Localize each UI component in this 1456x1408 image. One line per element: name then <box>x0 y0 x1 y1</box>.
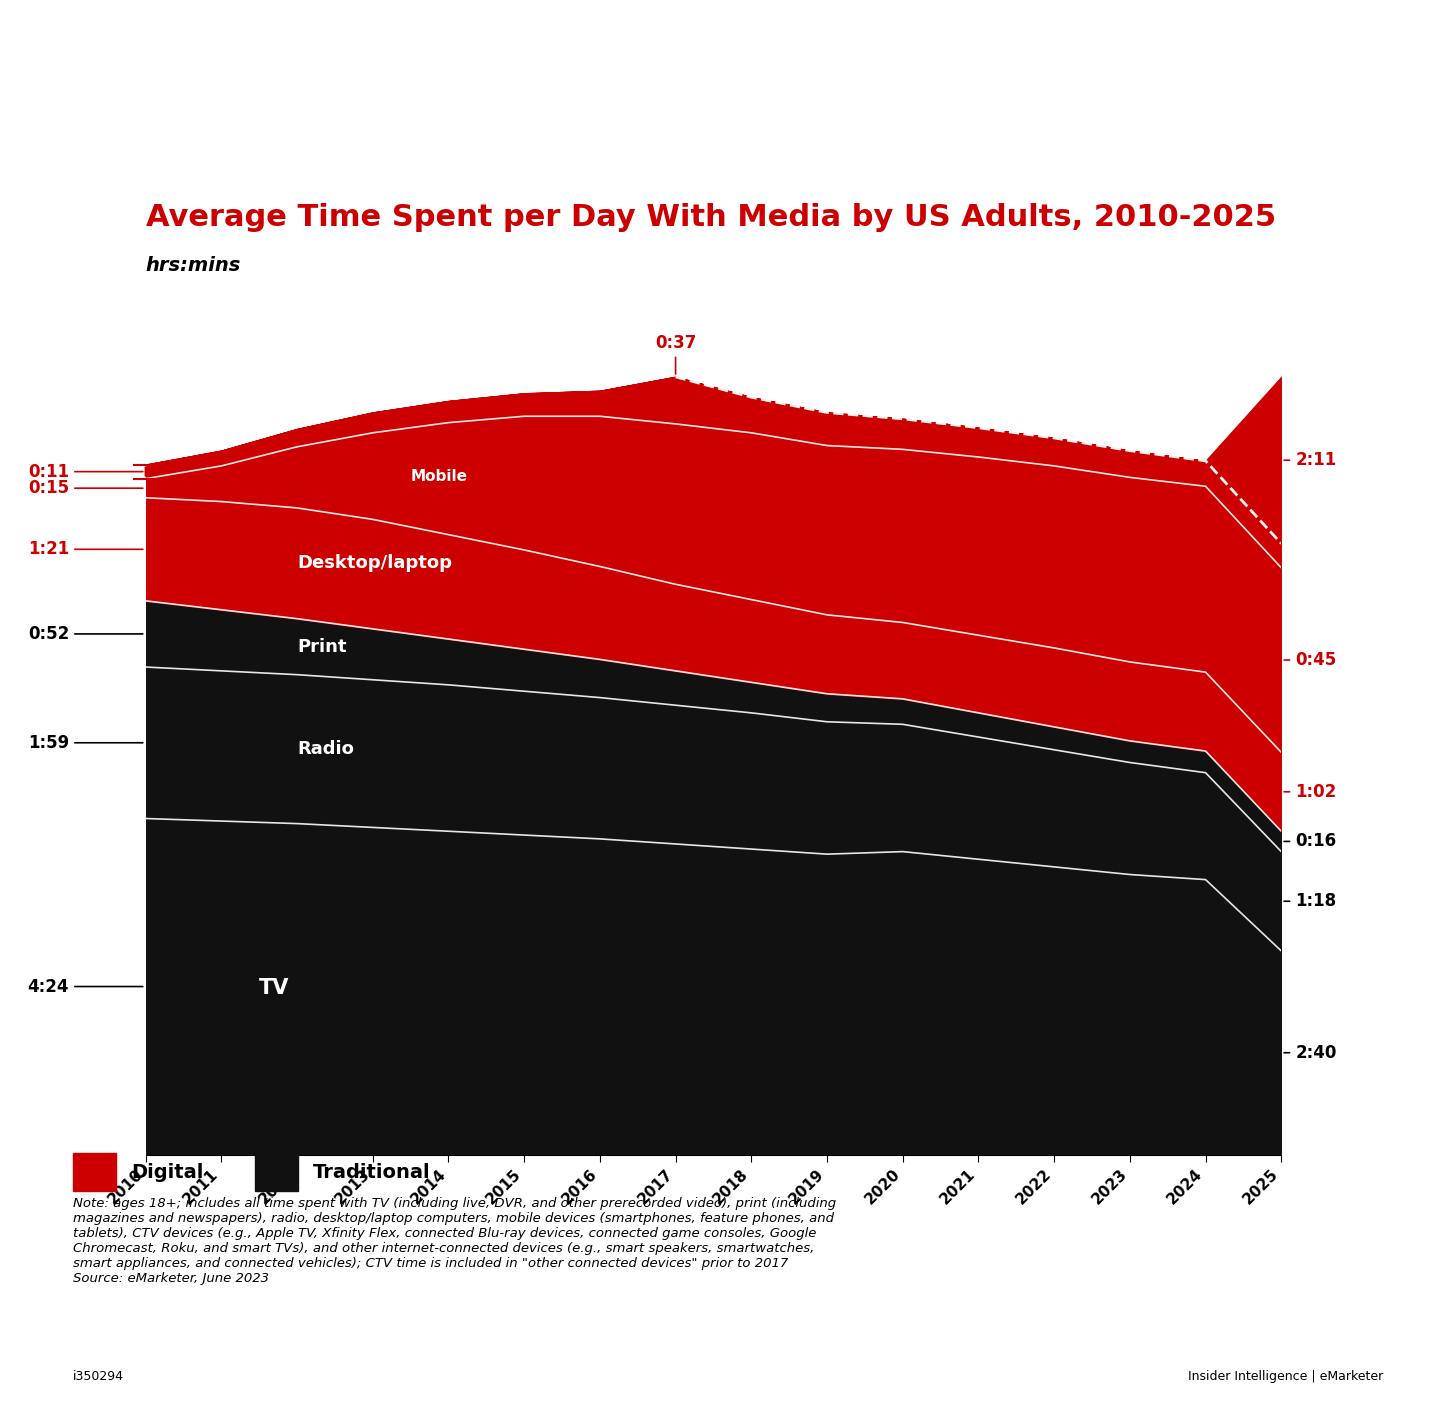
Text: i350294: i350294 <box>73 1370 124 1383</box>
Text: 0:52: 0:52 <box>28 625 143 643</box>
Text: Radio: Radio <box>297 741 354 758</box>
Text: 0:16: 0:16 <box>1284 832 1337 850</box>
Text: Average Time Spent per Day With Media by US Adults, 2010-2025: Average Time Spent per Day With Media by… <box>146 203 1275 232</box>
Text: Insider Intelligence | eMarketer: Insider Intelligence | eMarketer <box>1188 1370 1383 1383</box>
Text: 1:59: 1:59 <box>28 734 143 752</box>
Text: 0:11: 0:11 <box>28 463 143 480</box>
Text: 1:02: 1:02 <box>1284 783 1337 801</box>
Text: 2:40: 2:40 <box>1284 1043 1337 1062</box>
Text: Print: Print <box>297 638 347 656</box>
Text: 0:15: 0:15 <box>28 479 143 497</box>
Text: Connected TV (CTV): Connected TV (CTV) <box>903 387 1105 406</box>
Text: Desktop/laptop: Desktop/laptop <box>297 555 451 572</box>
Text: 0:37: 0:37 <box>655 334 696 375</box>
Text: Digital: Digital <box>131 1163 204 1181</box>
Text: 4:24: 4:24 <box>28 977 143 995</box>
Text: 1:21: 1:21 <box>28 541 143 559</box>
Text: TV: TV <box>259 977 290 998</box>
Text: hrs:mins: hrs:mins <box>146 256 242 275</box>
Text: 0:45: 0:45 <box>1284 650 1337 669</box>
Text: Note: ages 18+; includes all time spent with TV (including live, DVR, and other : Note: ages 18+; includes all time spent … <box>73 1197 836 1284</box>
Text: 2:11: 2:11 <box>1284 451 1337 469</box>
Bar <box>255 1153 298 1191</box>
Text: Traditional: Traditional <box>313 1163 431 1181</box>
Bar <box>73 1153 116 1191</box>
Text: Mobile: Mobile <box>411 469 467 483</box>
Text: 1:18: 1:18 <box>1284 893 1337 910</box>
